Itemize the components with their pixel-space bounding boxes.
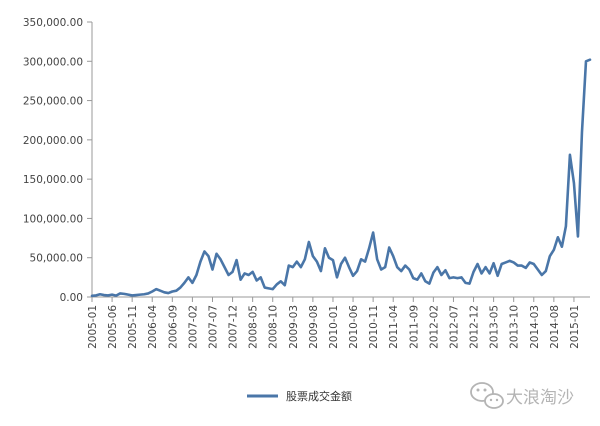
x-tick-label: 2007-07	[207, 305, 219, 349]
x-tick-label: 2011-04	[388, 305, 400, 349]
x-tick-label: 2008-05	[248, 305, 260, 349]
x-tick-label: 2014-03	[529, 305, 541, 349]
x-tick-label: 2015-01	[569, 305, 581, 349]
x-tick-label: 2005-11	[127, 305, 139, 349]
y-tick-label: 200,000.00	[23, 135, 83, 147]
x-tick-label: 2011-09	[408, 305, 420, 349]
wechat-icon	[470, 382, 504, 409]
x-axis: 2005-01 2005-06 2005-11 2006-04 2006-09 2007-…	[87, 296, 590, 349]
y-tick-label: 50,000.00	[30, 253, 83, 265]
legend: 股票成交金额	[247, 389, 352, 403]
watermark: 大浪淘沙	[470, 382, 574, 409]
x-tick-label: 2005-06	[107, 305, 119, 349]
x-tick-label: 2010-11	[368, 305, 380, 349]
x-tick-label: 2009-03	[288, 305, 300, 349]
y-tick-label: 300,000.00	[23, 56, 83, 68]
x-tick-label: 2010-01	[328, 305, 340, 349]
y-axis: 0.00 50,000.00 100,000.00 150,000.00 200,000…	[23, 17, 93, 304]
x-tick-label: 2012-12	[469, 305, 481, 349]
x-tick-label: 2008-10	[268, 305, 280, 349]
y-tick-label: 150,000.00	[23, 174, 83, 186]
x-tick-label: 2007-12	[228, 305, 240, 349]
series-line	[90, 58, 592, 298]
legend-label: 股票成交金额	[286, 389, 352, 403]
x-tick-label: 2009-08	[308, 305, 320, 349]
x-tick-label: 2007-02	[187, 305, 199, 349]
x-tick-label: 2012-02	[428, 305, 440, 349]
y-tick-label: 0.00	[60, 292, 83, 304]
watermark-text: 大浪淘沙	[506, 388, 574, 408]
x-tick-label: 2010-06	[348, 305, 360, 349]
y-tick-label: 350,000.00	[23, 17, 83, 29]
x-tick-label: 2013-05	[489, 305, 501, 349]
x-tick-label: 2014-08	[549, 305, 561, 349]
x-tick-label: 2006-04	[147, 305, 159, 349]
x-tick-label: 2012-07	[448, 305, 460, 349]
x-tick-label: 2006-09	[167, 305, 179, 349]
x-tick-label: 2005-01	[87, 305, 99, 349]
series-layer	[90, 58, 592, 298]
y-tick-label: 100,000.00	[23, 213, 83, 225]
x-tick-label: 2013-10	[509, 305, 521, 349]
y-tick-label: 250,000.00	[23, 96, 83, 108]
